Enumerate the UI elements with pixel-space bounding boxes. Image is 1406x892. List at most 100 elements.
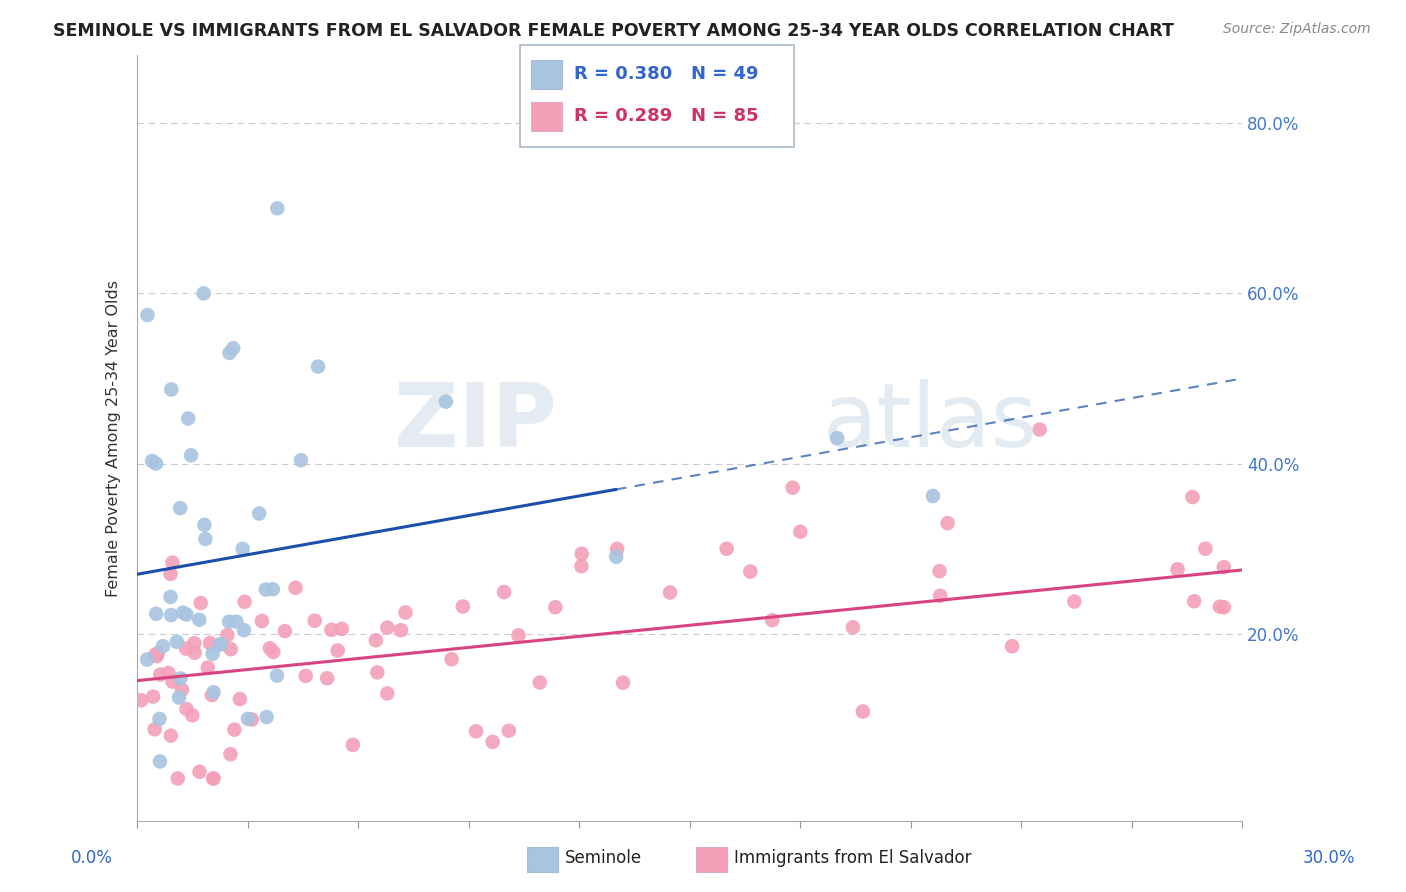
Point — [183, 636, 205, 650]
Point — [529, 675, 551, 690]
Point — [146, 646, 169, 660]
Point — [761, 613, 783, 627]
Point — [612, 675, 634, 690]
Point — [145, 649, 167, 664]
Point — [218, 346, 240, 360]
Point — [290, 453, 312, 467]
Point — [181, 708, 204, 723]
Point — [440, 652, 463, 666]
Point — [201, 647, 224, 661]
Point — [219, 642, 242, 657]
Point — [928, 564, 950, 578]
Point — [219, 747, 242, 762]
Point — [170, 682, 193, 697]
Point — [494, 585, 516, 599]
Point — [304, 614, 326, 628]
Point — [188, 613, 211, 627]
Point — [160, 729, 183, 743]
Point — [162, 674, 184, 689]
Point — [254, 582, 277, 597]
Point — [149, 755, 172, 769]
Point — [571, 547, 593, 561]
Point — [172, 606, 194, 620]
Point — [508, 628, 530, 642]
Point — [136, 308, 159, 322]
Point — [160, 383, 183, 397]
Point — [389, 624, 412, 638]
Point — [262, 645, 284, 659]
Point — [262, 582, 284, 597]
Point — [1212, 600, 1234, 615]
Point — [169, 672, 191, 686]
Text: SEMINOLE VS IMMIGRANTS FROM EL SALVADOR FEMALE POVERTY AMONG 25-34 YEAR OLDS COR: SEMINOLE VS IMMIGRANTS FROM EL SALVADOR … — [53, 22, 1174, 40]
Point — [936, 516, 959, 531]
Point — [316, 671, 339, 685]
Point — [143, 723, 166, 737]
Point — [143, 648, 166, 662]
Point — [1167, 562, 1189, 576]
Point — [605, 549, 627, 564]
Point — [225, 615, 247, 629]
Point — [197, 660, 219, 674]
Point — [202, 772, 225, 786]
Point — [740, 565, 762, 579]
Point — [145, 607, 167, 621]
Point — [209, 637, 232, 651]
Point — [201, 688, 224, 702]
Point — [148, 712, 170, 726]
Point — [266, 668, 288, 682]
Point — [166, 634, 188, 648]
Point — [218, 615, 240, 629]
Point — [183, 646, 205, 660]
Point — [202, 772, 225, 786]
Point — [145, 457, 167, 471]
Point — [167, 690, 190, 705]
Point — [307, 359, 329, 374]
Point — [202, 685, 225, 699]
Point — [232, 541, 254, 556]
Point — [1001, 640, 1024, 654]
Point — [366, 665, 388, 680]
Y-axis label: Female Poverty Among 25-34 Year Olds: Female Poverty Among 25-34 Year Olds — [107, 279, 121, 597]
Point — [321, 623, 343, 637]
Point — [434, 394, 457, 409]
Point — [198, 636, 221, 650]
Point — [789, 524, 811, 539]
Point — [224, 723, 246, 737]
Point — [394, 606, 416, 620]
Point — [294, 669, 316, 683]
Text: atlas: atlas — [823, 379, 1038, 467]
Point — [451, 599, 474, 614]
Point — [465, 724, 488, 739]
Point — [571, 559, 593, 574]
Point — [176, 607, 198, 622]
Point — [169, 501, 191, 516]
Point — [1212, 560, 1234, 574]
Point — [782, 481, 804, 495]
Text: R = 0.380   N = 49: R = 0.380 N = 49 — [574, 65, 758, 83]
Point — [149, 667, 172, 681]
Point — [190, 596, 212, 610]
Text: Immigrants from El Salvador: Immigrants from El Salvador — [734, 849, 972, 867]
Point — [159, 590, 181, 604]
Point — [326, 643, 349, 657]
Point — [498, 723, 520, 738]
Point — [250, 614, 273, 628]
Point — [174, 641, 197, 656]
Point — [377, 621, 399, 635]
Point — [217, 628, 239, 642]
Point — [259, 641, 281, 656]
Point — [606, 541, 628, 556]
Point — [375, 686, 398, 700]
Point — [842, 620, 865, 634]
Point — [193, 286, 215, 301]
Text: Source: ZipAtlas.com: Source: ZipAtlas.com — [1223, 22, 1371, 37]
Point — [142, 690, 165, 704]
Point — [159, 566, 181, 581]
Point — [160, 607, 183, 622]
Point — [1182, 594, 1205, 608]
Point — [481, 735, 503, 749]
Point — [330, 622, 353, 636]
Text: ZIP: ZIP — [395, 379, 557, 467]
Point — [209, 637, 232, 651]
